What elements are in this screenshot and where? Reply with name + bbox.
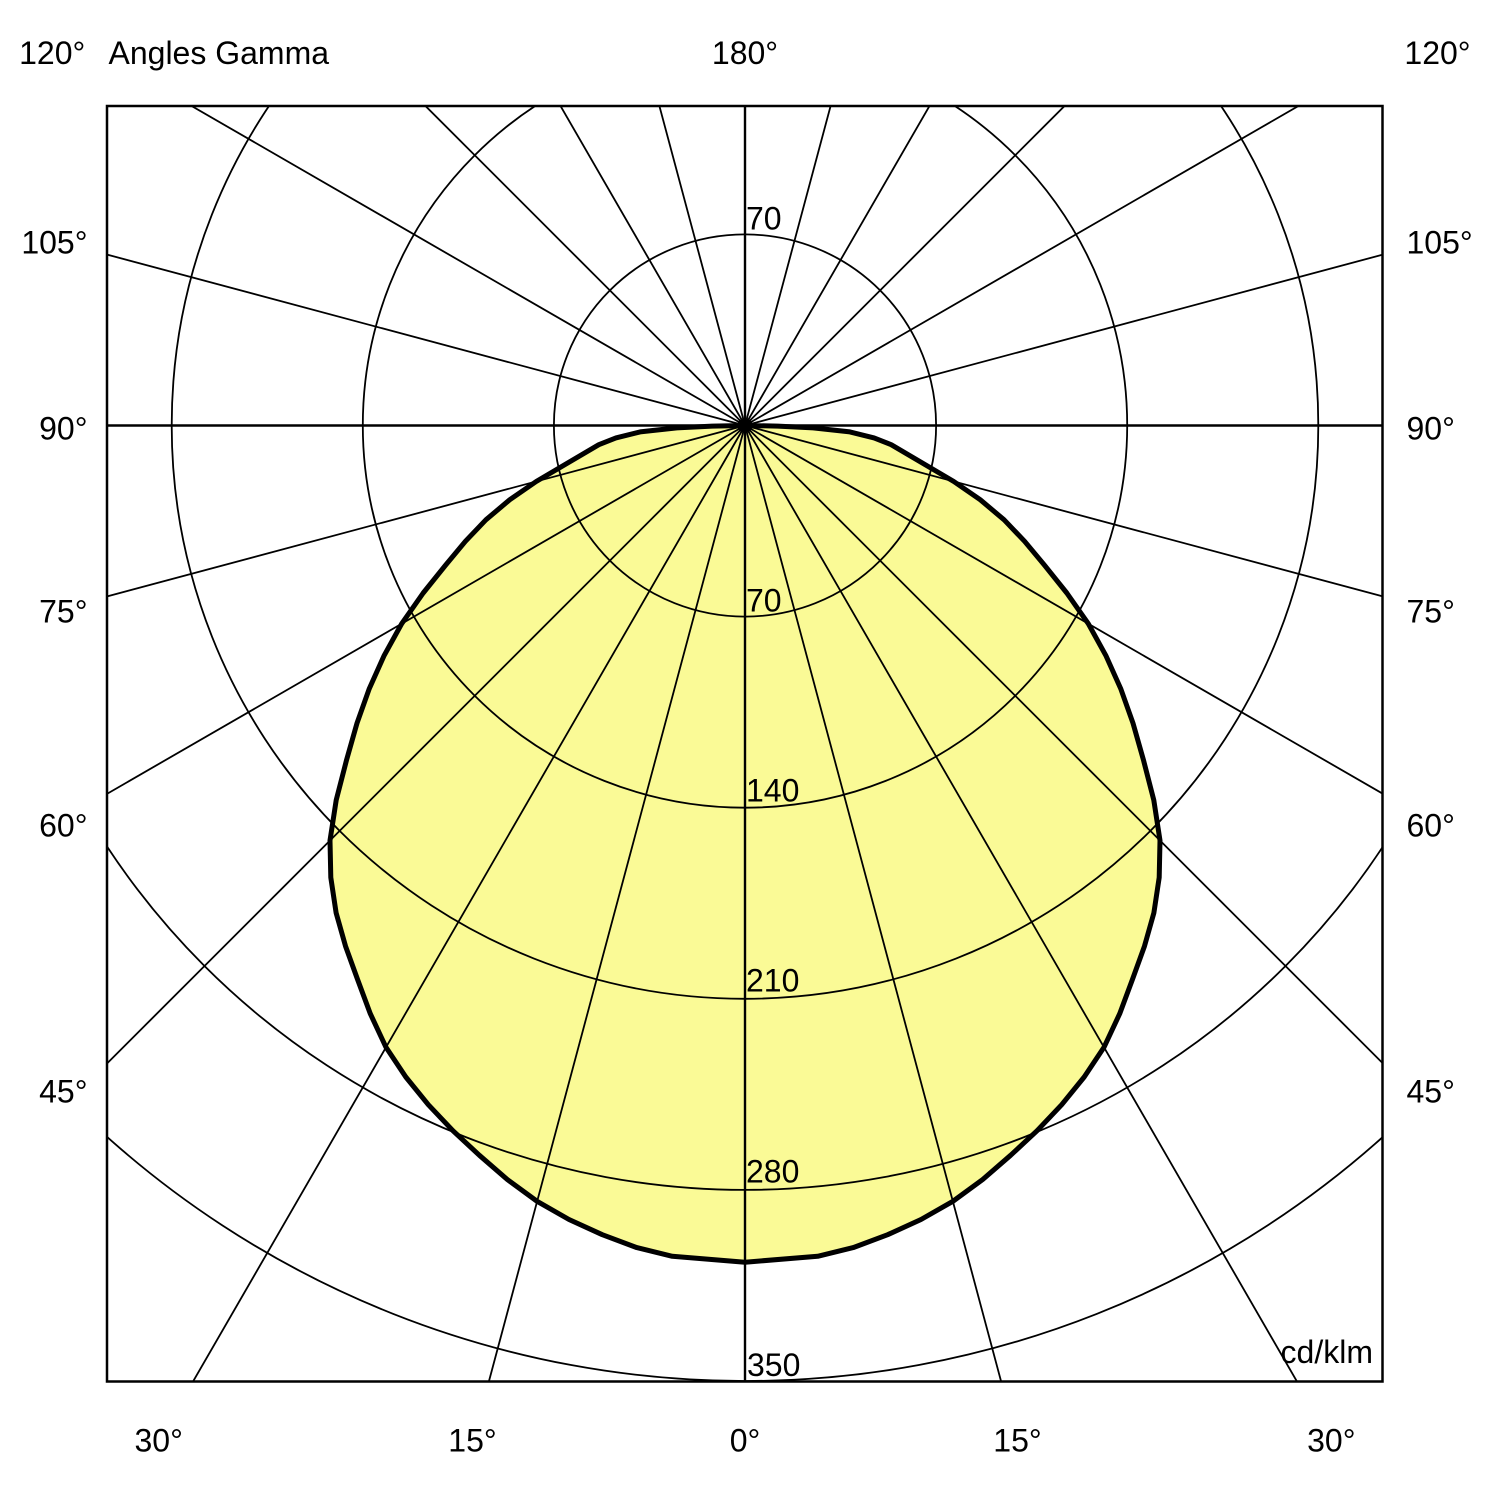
svg-text:280: 280: [746, 1154, 799, 1190]
svg-text:120°: 120°: [1404, 35, 1470, 71]
svg-text:75°: 75°: [1407, 594, 1455, 630]
svg-text:350: 350: [747, 1347, 800, 1383]
svg-text:140: 140: [746, 773, 799, 809]
svg-text:30°: 30°: [135, 1423, 183, 1459]
svg-text:Angles Gamma: Angles Gamma: [109, 35, 330, 71]
svg-text:cd/klm: cd/klm: [1281, 1334, 1373, 1370]
svg-text:90°: 90°: [39, 411, 87, 447]
svg-text:60°: 60°: [1407, 808, 1455, 844]
svg-text:180°: 180°: [712, 35, 778, 71]
svg-text:75°: 75°: [39, 594, 87, 630]
svg-text:45°: 45°: [39, 1074, 87, 1110]
svg-text:105°: 105°: [1407, 225, 1473, 261]
svg-text:0°: 0°: [730, 1423, 761, 1459]
svg-text:105°: 105°: [21, 225, 87, 261]
svg-text:70: 70: [746, 201, 782, 237]
svg-text:30°: 30°: [1307, 1423, 1355, 1459]
svg-text:60°: 60°: [39, 808, 87, 844]
svg-text:70: 70: [746, 583, 782, 619]
svg-text:45°: 45°: [1407, 1074, 1455, 1110]
svg-text:210: 210: [746, 963, 799, 999]
svg-text:90°: 90°: [1407, 411, 1455, 447]
svg-text:120°: 120°: [19, 35, 85, 71]
svg-text:15°: 15°: [993, 1423, 1041, 1459]
svg-text:15°: 15°: [448, 1423, 496, 1459]
